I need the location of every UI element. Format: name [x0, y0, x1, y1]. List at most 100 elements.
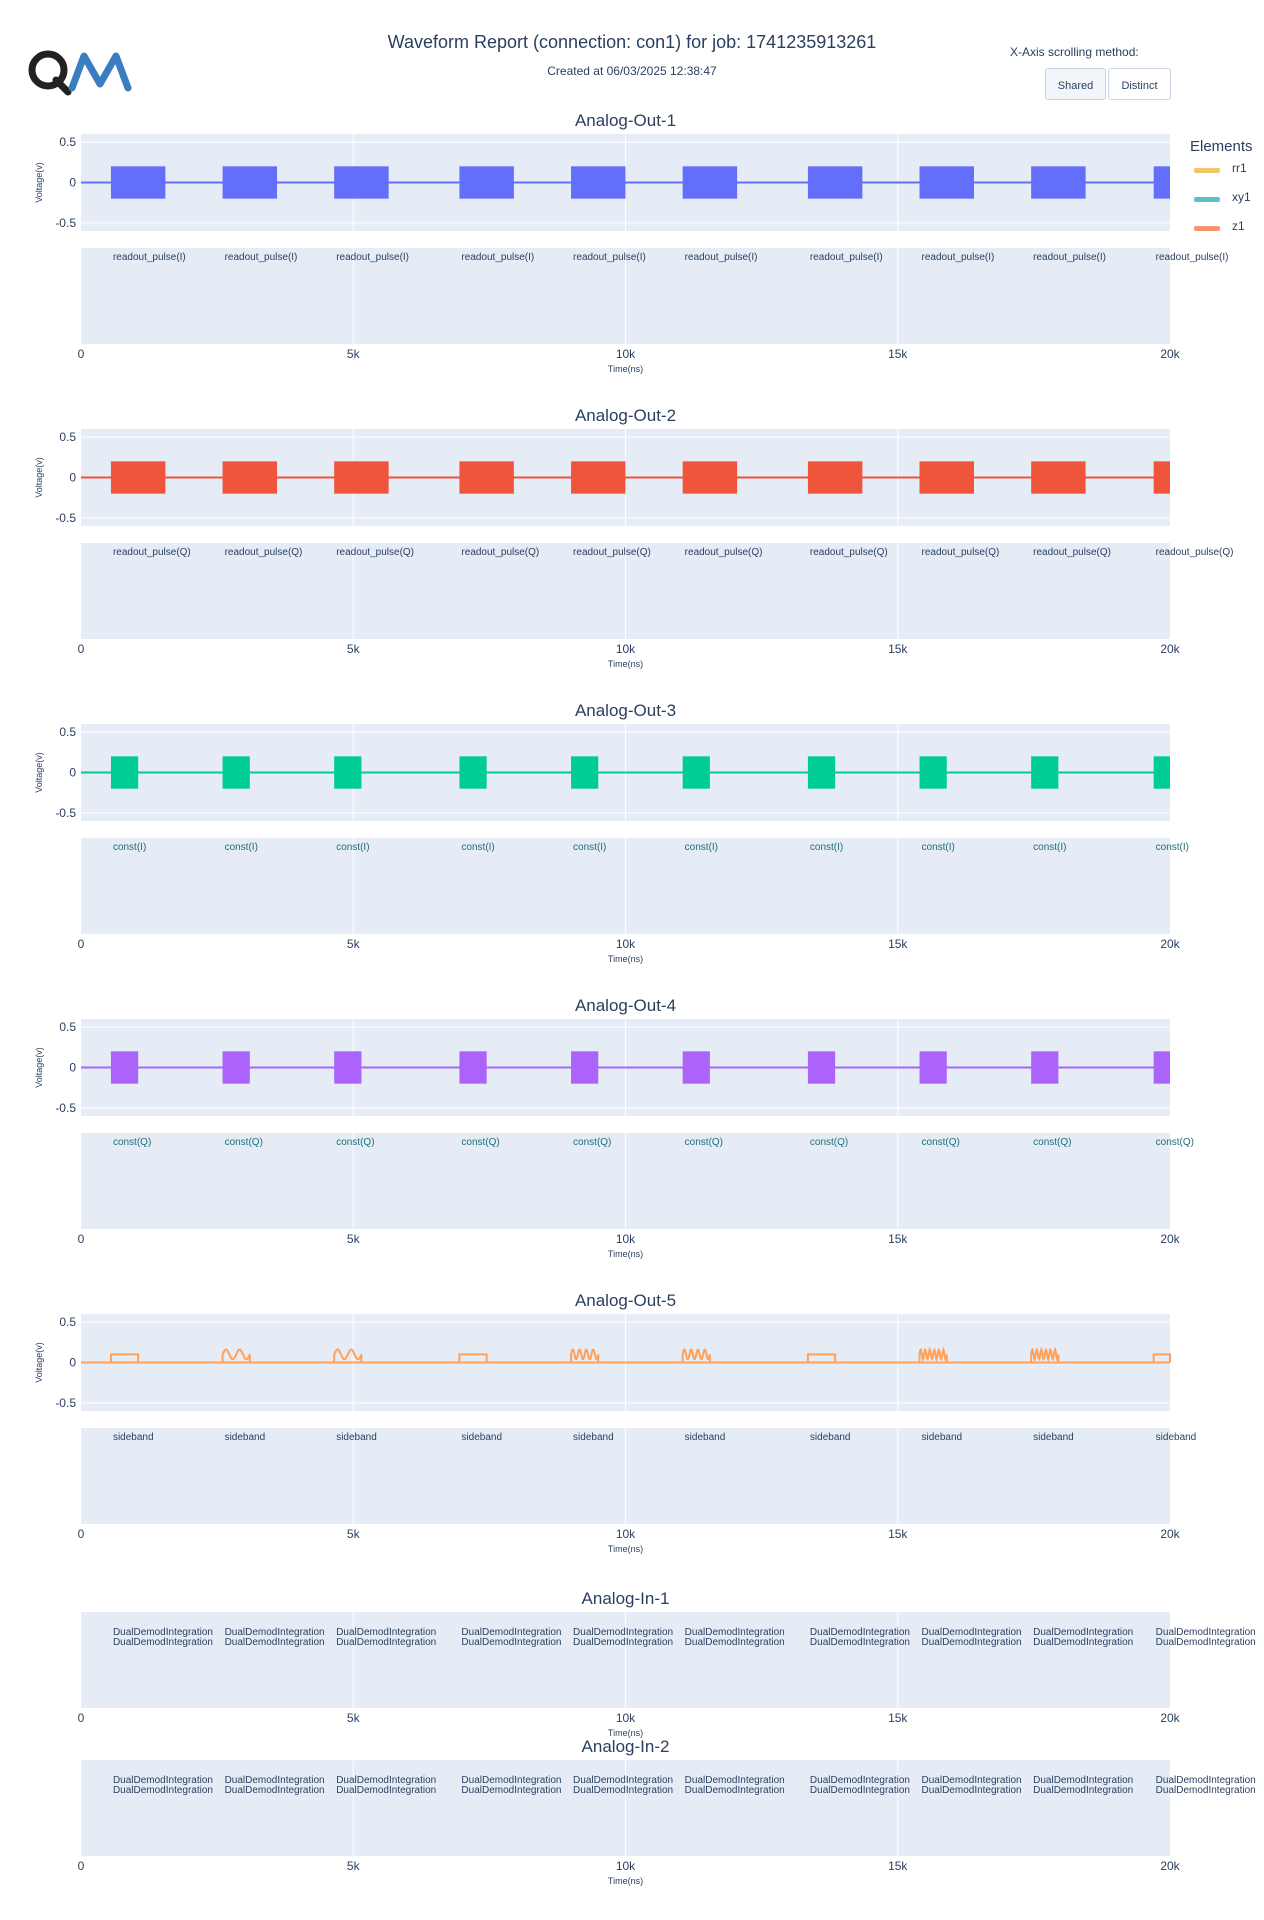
pulse-block	[1153, 461, 1170, 494]
x-tick-label: 0	[78, 642, 85, 656]
sideband-trace	[458, 1353, 488, 1363]
y-axis-label: Voltage(v)	[34, 1342, 44, 1383]
x-tick-label: 15k	[888, 1711, 908, 1725]
sideband-trace	[1152, 1353, 1171, 1363]
pulse-label: DualDemodIntegration	[225, 1627, 325, 1638]
legend-item-xy1[interactable]: xy1	[1190, 190, 1262, 219]
pulse-label: DualDemodIntegration	[1033, 1627, 1133, 1638]
pulse-label: DualDemodIntegration	[1156, 1627, 1256, 1638]
x-tick-label: 15k	[888, 1859, 908, 1873]
pulse-label: DualDemodIntegration	[113, 1775, 213, 1786]
pulse-label: const(Q)	[810, 1137, 848, 1148]
y-axis-label: Voltage(v)	[34, 162, 44, 203]
pulse-label: sideband	[336, 1432, 377, 1443]
pulse-label: readout_pulse(Q)	[573, 547, 651, 558]
panel-title: Analog-Out-1	[575, 111, 676, 130]
y-tick-label: 0.5	[59, 135, 76, 149]
pulse-label: DualDemodIntegration	[461, 1637, 561, 1648]
pulse-block	[334, 756, 362, 789]
pulse-label: const(Q)	[573, 1137, 611, 1148]
pulse-block	[459, 756, 487, 789]
pulse-label: DualDemodIntegration	[336, 1775, 436, 1786]
distinct-button[interactable]: Distinct	[1108, 68, 1171, 100]
x-tick-label: 20k	[1160, 347, 1180, 361]
pulse-label: readout_pulse(Q)	[336, 547, 414, 558]
pulse-label: const(I)	[810, 842, 843, 853]
legend-item-rr1[interactable]: rr1	[1190, 161, 1262, 190]
x-tick-label: 15k	[888, 937, 908, 951]
pulse-label: const(I)	[922, 842, 955, 853]
x-tick-label: 0	[78, 1859, 85, 1873]
pulse-block	[1153, 1051, 1170, 1084]
legend-label: xy1	[1232, 190, 1251, 204]
pulse-block	[571, 461, 626, 494]
pulse-label: DualDemodIntegration	[685, 1627, 785, 1638]
pulse-label: sideband	[810, 1432, 851, 1443]
pulse-label: readout_pulse(I)	[922, 252, 995, 263]
pulse-label: const(I)	[685, 842, 718, 853]
legend-label: z1	[1232, 219, 1245, 233]
pulse-label: const(I)	[225, 842, 258, 853]
x-tick-label: 10k	[616, 642, 636, 656]
pulse-label: DualDemodIntegration	[922, 1637, 1022, 1648]
pulse-label: DualDemodIntegration	[336, 1785, 436, 1796]
pulse-label: DualDemodIntegration	[922, 1785, 1022, 1796]
legend-item-z1[interactable]: z1	[1190, 219, 1262, 248]
x-tick-label: 5k	[347, 1232, 361, 1246]
x-tick-label: 15k	[888, 642, 908, 656]
pulse-label: readout_pulse(I)	[810, 252, 883, 263]
y-tick-label: -0.5	[55, 216, 76, 230]
panel-title: Analog-In-2	[582, 1737, 670, 1756]
x-axis-label: Time(ns)	[608, 659, 643, 669]
pulse-label: DualDemodIntegration	[685, 1775, 785, 1786]
pulse-block	[459, 461, 514, 494]
pulse-block	[919, 166, 974, 199]
pulse-block	[807, 756, 836, 789]
legend-swatch	[1194, 197, 1220, 202]
pulse-label: DualDemodIntegration	[225, 1785, 325, 1796]
pulse-label: readout_pulse(Q)	[685, 547, 763, 558]
pulse-label: const(Q)	[1033, 1137, 1071, 1148]
scroll-method-label: X-Axis scrolling method:	[1010, 45, 1139, 59]
legend-title: Elements	[1190, 138, 1253, 155]
pulse-block	[1031, 461, 1086, 494]
pulse-label: DualDemodIntegration	[1156, 1637, 1256, 1648]
pulse-label: sideband	[573, 1432, 614, 1443]
pulse-label: const(I)	[461, 842, 494, 853]
x-tick-label: 5k	[347, 1527, 361, 1541]
x-tick-label: 10k	[616, 347, 636, 361]
pulse-label: const(Q)	[225, 1137, 263, 1148]
pulse-label: DualDemodIntegration	[225, 1775, 325, 1786]
pulse-block	[110, 1051, 139, 1084]
x-tick-label: 0	[78, 1527, 85, 1541]
pulse-label: DualDemodIntegration	[336, 1637, 436, 1648]
pulse-label: DualDemodIntegration	[573, 1637, 673, 1648]
pulse-block	[807, 461, 863, 494]
pulse-label: DualDemodIntegration	[810, 1637, 910, 1648]
pulse-label: const(Q)	[336, 1137, 374, 1148]
pulse-block	[110, 461, 166, 494]
pulse-block	[222, 756, 250, 789]
pulse-label: readout_pulse(Q)	[225, 547, 303, 558]
pulse-block	[919, 756, 947, 789]
pulse-label: const(Q)	[461, 1137, 499, 1148]
pulse-label: const(Q)	[922, 1137, 960, 1148]
pulse-label: DualDemodIntegration	[685, 1637, 785, 1648]
sideband-trace	[569, 1348, 600, 1363]
pulse-block	[222, 166, 278, 199]
pulse-block	[110, 166, 166, 199]
pulse-label: const(I)	[1156, 842, 1189, 853]
pulse-block	[459, 1051, 487, 1084]
y-tick-label: 0	[69, 1061, 76, 1075]
x-tick-label: 0	[78, 1232, 85, 1246]
y-axis-label: Voltage(v)	[34, 752, 44, 793]
pulse-label: readout_pulse(Q)	[810, 547, 888, 558]
pulse-label: DualDemodIntegration	[113, 1627, 213, 1638]
legend-swatch	[1194, 226, 1220, 231]
shared-button[interactable]: Shared	[1045, 68, 1106, 100]
x-tick-label: 20k	[1160, 1711, 1180, 1725]
panel-title: Analog-Out-3	[575, 701, 676, 720]
pulse-block	[334, 1051, 362, 1084]
pulse-label: readout_pulse(Q)	[922, 547, 1000, 558]
panel-title: Analog-Out-5	[575, 1291, 676, 1310]
